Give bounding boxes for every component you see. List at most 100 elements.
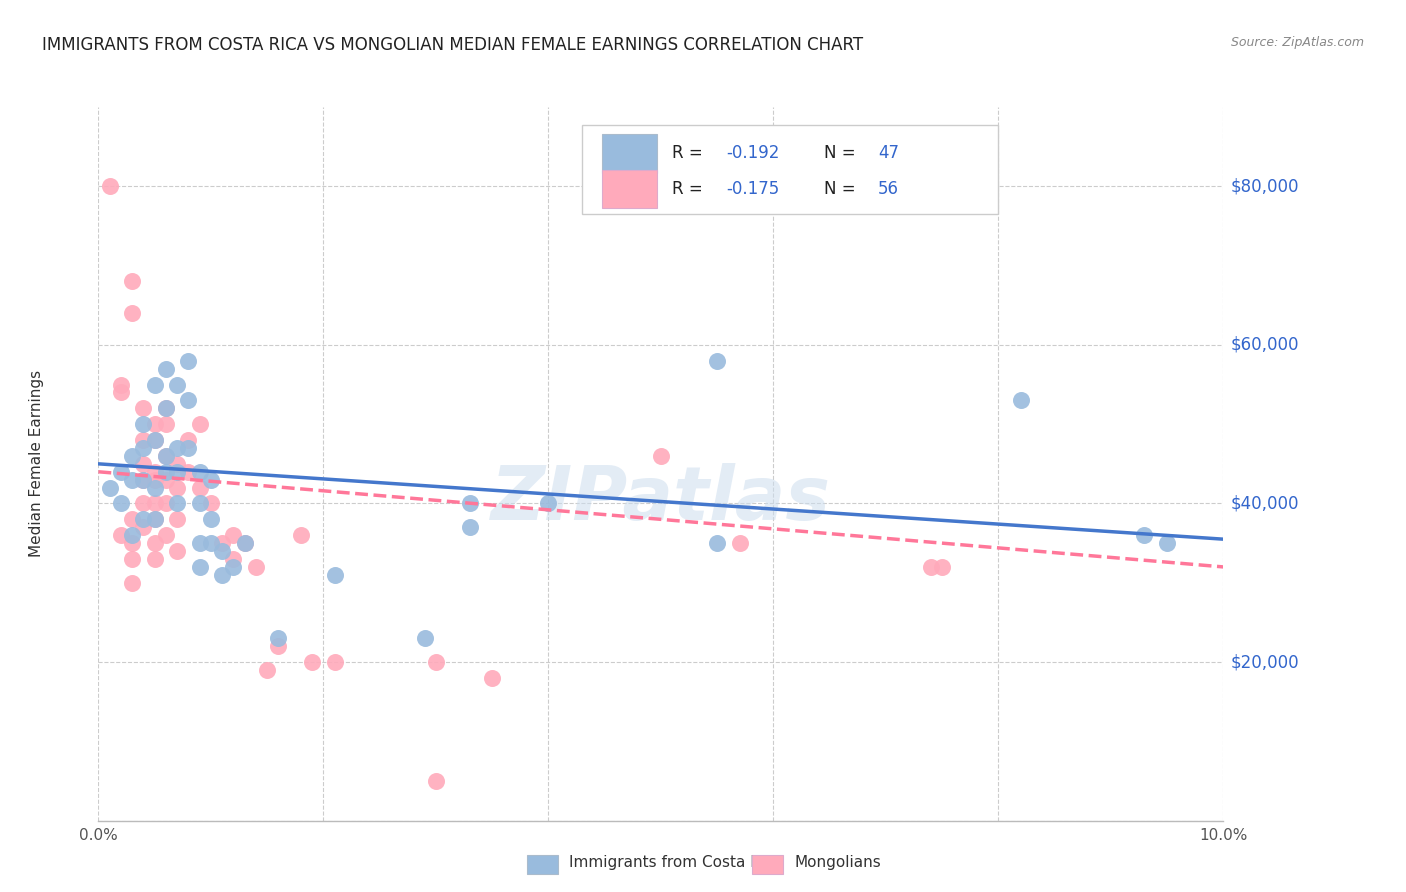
Point bbox=[155, 465, 177, 479]
FancyBboxPatch shape bbox=[582, 125, 998, 214]
Point bbox=[188, 481, 211, 495]
Point bbox=[706, 536, 728, 550]
Point bbox=[233, 536, 256, 550]
Point bbox=[110, 377, 132, 392]
Point bbox=[155, 449, 177, 463]
Point bbox=[650, 449, 672, 463]
Point bbox=[481, 671, 503, 685]
Text: R =: R = bbox=[672, 145, 709, 162]
Point bbox=[166, 465, 188, 479]
Text: $80,000: $80,000 bbox=[1230, 178, 1299, 195]
Text: Source: ZipAtlas.com: Source: ZipAtlas.com bbox=[1230, 36, 1364, 49]
Point bbox=[222, 552, 245, 566]
Text: 56: 56 bbox=[877, 180, 898, 198]
Point bbox=[458, 496, 481, 510]
Point bbox=[413, 632, 436, 646]
Text: Mongolians: Mongolians bbox=[794, 855, 882, 870]
Point bbox=[155, 528, 177, 542]
Point bbox=[245, 560, 267, 574]
Point bbox=[177, 465, 200, 479]
Point bbox=[267, 639, 290, 653]
Point bbox=[188, 496, 211, 510]
Point bbox=[155, 401, 177, 416]
Point bbox=[110, 496, 132, 510]
Text: 47: 47 bbox=[877, 145, 898, 162]
Text: $60,000: $60,000 bbox=[1230, 336, 1299, 354]
Point bbox=[143, 473, 166, 487]
Text: N =: N = bbox=[824, 180, 860, 198]
Point bbox=[200, 496, 222, 510]
Point bbox=[143, 433, 166, 447]
Point bbox=[188, 417, 211, 432]
Point bbox=[177, 433, 200, 447]
Point bbox=[290, 528, 312, 542]
Point bbox=[222, 560, 245, 574]
Point bbox=[177, 353, 200, 368]
Point bbox=[1133, 528, 1156, 542]
Point bbox=[143, 465, 166, 479]
Point bbox=[200, 512, 222, 526]
Text: Immigrants from Costa Rica: Immigrants from Costa Rica bbox=[569, 855, 783, 870]
Point bbox=[458, 520, 481, 534]
Point bbox=[110, 385, 132, 400]
FancyBboxPatch shape bbox=[602, 169, 658, 209]
Point bbox=[200, 536, 222, 550]
Point bbox=[143, 552, 166, 566]
Point bbox=[323, 655, 346, 669]
Point bbox=[425, 774, 447, 789]
Point bbox=[256, 663, 278, 677]
Point bbox=[233, 536, 256, 550]
Text: Median Female Earnings: Median Female Earnings bbox=[30, 370, 44, 558]
Point bbox=[143, 512, 166, 526]
Point bbox=[121, 528, 143, 542]
Point bbox=[132, 433, 155, 447]
Point bbox=[132, 441, 155, 455]
Point bbox=[1010, 393, 1032, 408]
Point bbox=[143, 496, 166, 510]
Point bbox=[132, 473, 155, 487]
Point bbox=[132, 496, 155, 510]
Point bbox=[166, 457, 188, 471]
Point bbox=[155, 449, 177, 463]
Point bbox=[98, 179, 121, 194]
Point bbox=[121, 449, 143, 463]
Point bbox=[121, 306, 143, 320]
Point bbox=[537, 496, 560, 510]
Point bbox=[132, 512, 155, 526]
Point bbox=[143, 417, 166, 432]
Point bbox=[98, 481, 121, 495]
Point bbox=[177, 393, 200, 408]
Text: ZIPatlas: ZIPatlas bbox=[491, 463, 831, 536]
Point bbox=[143, 536, 166, 550]
Point bbox=[920, 560, 942, 574]
Point bbox=[177, 441, 200, 455]
Point bbox=[121, 275, 143, 289]
Point bbox=[155, 361, 177, 376]
Point bbox=[155, 417, 177, 432]
Text: N =: N = bbox=[824, 145, 860, 162]
Point bbox=[132, 417, 155, 432]
Text: $40,000: $40,000 bbox=[1230, 494, 1299, 513]
Point bbox=[211, 536, 233, 550]
Point bbox=[132, 473, 155, 487]
Point bbox=[166, 377, 188, 392]
Point bbox=[931, 560, 953, 574]
Point bbox=[132, 520, 155, 534]
Point bbox=[1156, 536, 1178, 550]
Text: -0.175: -0.175 bbox=[725, 180, 779, 198]
Point bbox=[132, 401, 155, 416]
Point bbox=[132, 457, 155, 471]
Point bbox=[166, 496, 188, 510]
Point bbox=[706, 353, 728, 368]
Point bbox=[267, 632, 290, 646]
Text: $20,000: $20,000 bbox=[1230, 653, 1299, 671]
Point bbox=[121, 512, 143, 526]
Point bbox=[200, 473, 222, 487]
Point bbox=[121, 473, 143, 487]
Point bbox=[211, 567, 233, 582]
Point bbox=[188, 465, 211, 479]
Point bbox=[166, 441, 188, 455]
Point bbox=[143, 377, 166, 392]
Point bbox=[155, 401, 177, 416]
Point bbox=[166, 481, 188, 495]
